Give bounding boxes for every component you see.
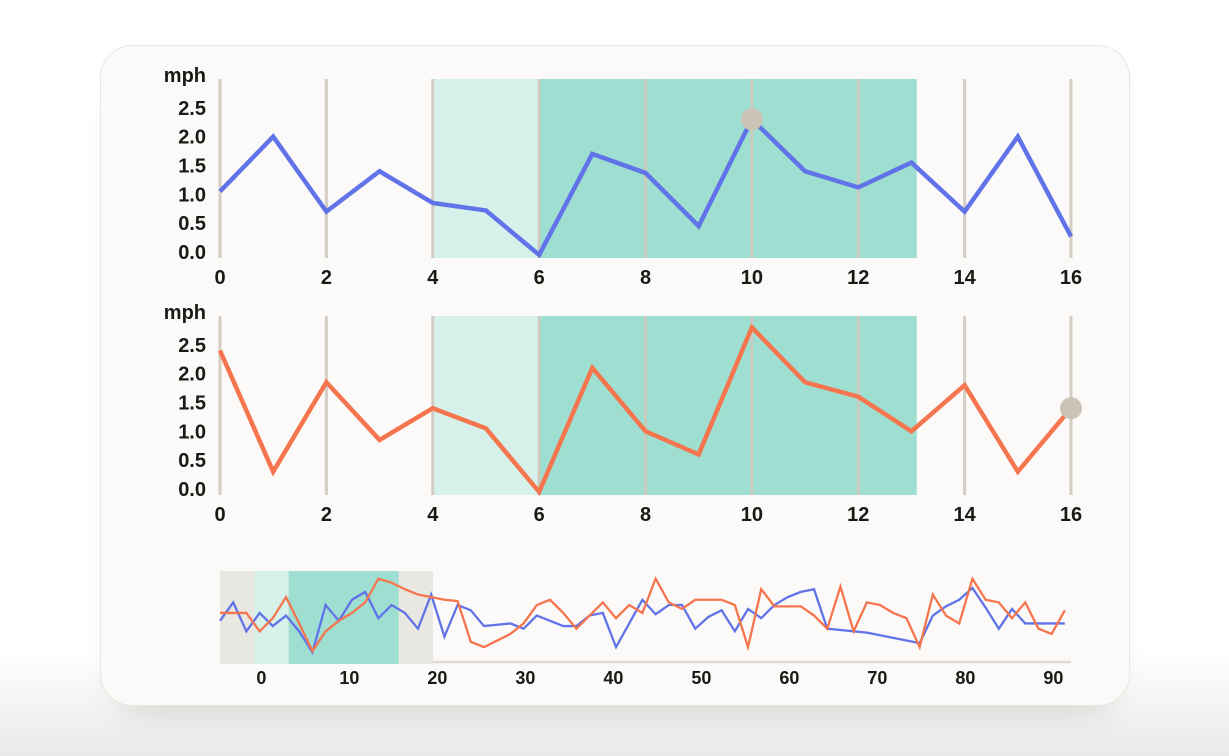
speed-chart-1[interactable]: 0.0 0.5 1.0 1.5 2.0 2.5 mph 0 2 4 6 8 10 12 14 16 <box>164 65 1082 289</box>
series-line-speed-blue <box>218 115 1073 259</box>
y-tick-label: 2.5 <box>178 335 206 357</box>
series-line-speed-orange <box>217 323 1073 497</box>
x-tick-label: 16 <box>1060 504 1082 526</box>
x-tick-label: 8 <box>640 267 651 289</box>
speed-chart-2[interactable]: 0.0 0.5 1.0 1.5 2.0 2.5 mph 0 2 4 6 8 10 12 14 16 <box>164 302 1082 526</box>
x-tick-label: 14 <box>954 267 977 289</box>
overview-x-tick-label: 10 <box>339 668 359 688</box>
x-tick-label: 6 <box>534 267 545 289</box>
y-tick-label: 1.5 <box>178 392 206 414</box>
overview-x-tick-label: 0 <box>256 668 266 688</box>
x-tick-label: 6 <box>534 504 545 526</box>
highlight-region-selection-light[interactable] <box>432 316 540 495</box>
y-tick-label: 0.0 <box>178 479 206 501</box>
y-tick-label: 2.0 <box>178 127 206 149</box>
charts-card: 0.0 0.5 1.0 1.5 2.0 2.5 mph 0 2 4 6 8 10 12 14 16 0.0 0.5… <box>100 45 1130 706</box>
highlight-region-selection-dark[interactable] <box>539 316 917 495</box>
y-tick-label: 1.5 <box>178 155 206 177</box>
x-tick-label: 10 <box>741 267 763 289</box>
y-axis-unit-label: mph <box>164 302 206 324</box>
charts-canvas: 0.0 0.5 1.0 1.5 2.0 2.5 mph 0 2 4 6 8 10 12 14 16 0.0 0.5… <box>164 65 1082 688</box>
overview-x-tick-label: 70 <box>867 668 887 688</box>
highlight-region-selection-light[interactable] <box>432 79 540 258</box>
x-tick-label: 0 <box>214 267 225 289</box>
overview-x-tick-label: 90 <box>1043 668 1063 688</box>
y-tick-label: 1.0 <box>178 421 206 443</box>
y-tick-label: 2.5 <box>178 98 206 120</box>
overview-series-line-speed-orange-overview <box>220 575 1066 654</box>
x-tick-label: 10 <box>741 504 763 526</box>
hover-marker-dot <box>740 108 763 131</box>
hover-marker-dot <box>1060 397 1082 420</box>
overview-chart[interactable]: 0 10 20 30 40 50 60 70 80 90 <box>219 571 1071 688</box>
y-axis-unit-label: mph <box>164 65 206 87</box>
x-tick-label: 2 <box>321 267 332 289</box>
y-tick-label: 0.5 <box>178 213 206 235</box>
overview-x-tick-label: 20 <box>427 668 447 688</box>
overview-x-tick-label: 50 <box>691 668 711 688</box>
x-tick-label: 14 <box>954 504 977 526</box>
x-tick-label: 8 <box>640 504 651 526</box>
x-tick-label: 12 <box>847 267 869 289</box>
x-tick-label: 4 <box>427 267 439 289</box>
y-tick-label: 0.5 <box>178 450 206 472</box>
y-tick-label: 1.0 <box>178 184 206 206</box>
y-tick-label: 2.0 <box>178 364 206 386</box>
x-tick-label: 0 <box>214 504 225 526</box>
overview-x-tick-label: 40 <box>603 668 623 688</box>
overview-x-tick-label: 80 <box>955 668 975 688</box>
overview-x-tick-label: 30 <box>515 668 535 688</box>
x-tick-label: 16 <box>1060 267 1082 289</box>
y-tick-label: 0.0 <box>178 242 206 264</box>
x-tick-label: 2 <box>321 504 332 526</box>
x-tick-label: 4 <box>427 504 439 526</box>
x-tick-label: 12 <box>847 504 869 526</box>
overview-x-tick-label: 60 <box>779 668 799 688</box>
